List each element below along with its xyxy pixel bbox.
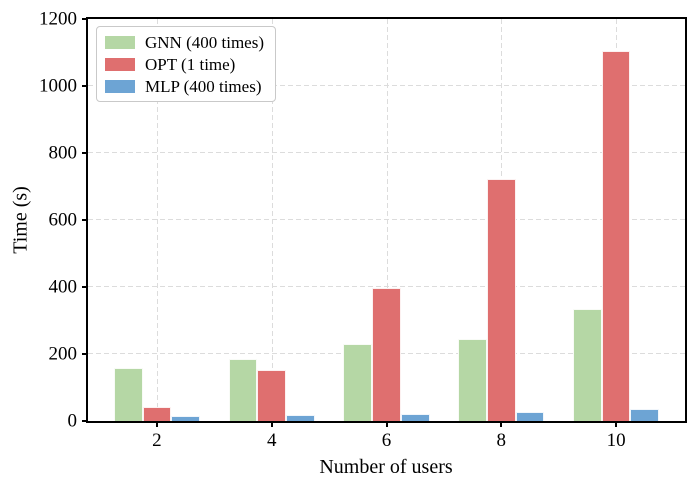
legend: GNN (400 times) OPT (1 time) MLP (400 time… (96, 26, 276, 102)
x-tick-8 (500, 421, 503, 427)
legend-swatch-gnn (105, 35, 135, 49)
y-tick-label-1000: 1000 (39, 75, 77, 97)
bar-mlp-4 (286, 414, 315, 421)
x-tick-label-2: 2 (152, 430, 162, 451)
axis-layer: 0 200 400 600 800 1000 1200 2 4 6 8 10 (39, 10, 685, 451)
bar-gnn-2 (113, 368, 143, 421)
x-tick-label-6: 6 (381, 430, 392, 451)
y-tick-label-200: 200 (48, 343, 78, 365)
x-tick-6 (385, 421, 388, 427)
y-tick-label-400: 400 (48, 276, 78, 298)
bar-mlp-6 (400, 413, 430, 421)
gridline-x-6 (386, 19, 388, 421)
y-tick-label-600: 600 (48, 209, 78, 231)
bars-layer (88, 19, 685, 421)
bar-gnn-4 (228, 358, 258, 421)
y-tick-200 (82, 353, 88, 355)
legend-label-mlp: MLP (400 times) (145, 76, 262, 96)
bar-opt-10 (601, 51, 631, 421)
y-tick-label-800: 800 (48, 142, 78, 164)
y-tick-600 (82, 219, 88, 221)
legend-swatch-opt (105, 57, 135, 71)
legend-label-gnn: GNN (400 times) (145, 32, 264, 52)
legend-label-opt: OPT (1 time) (145, 54, 236, 74)
y-tick-0 (82, 420, 88, 422)
gridline-x-2 (156, 19, 158, 421)
bar-opt-4 (257, 369, 287, 421)
gridline-x-4 (271, 19, 273, 421)
x-tick-2 (155, 421, 158, 427)
bar-gnn-8 (458, 338, 487, 421)
bar-mlp-8 (515, 411, 545, 421)
x-tick-label-10: 10 (606, 430, 626, 451)
plot-area: 0 200 400 600 800 1000 1200 2 4 6 8 10 GNN (400 tim… (39, 10, 687, 451)
legend-item-mlp: MLP (400 times) (105, 77, 264, 95)
bar-opt-6 (372, 287, 401, 421)
y-tick-800 (82, 151, 88, 154)
bar-mlp-2 (171, 415, 200, 421)
bar-opt-8 (486, 178, 516, 421)
bar-opt-2 (142, 406, 172, 421)
x-tick-label-8: 8 (496, 430, 507, 451)
legend-item-gnn: GNN (400 times) (105, 33, 264, 51)
y-tick-label-1200: 1200 (39, 8, 77, 30)
bar-mlp-10 (630, 409, 660, 421)
y-tick-1200 (82, 18, 88, 20)
legend-item-opt: OPT (1 time) (105, 55, 264, 73)
y-tick-1000 (82, 84, 88, 87)
x-tick-10 (615, 421, 618, 427)
bar-gnn-6 (343, 343, 373, 421)
y-tick-label-0: 0 (67, 410, 78, 432)
x-tick-4 (270, 421, 273, 427)
legend-swatch-mlp (105, 79, 135, 93)
x-axis-label: Number of users (319, 456, 453, 478)
y-tick-400 (82, 285, 88, 288)
y-axis-label: Time (s) (9, 186, 32, 254)
bar-gnn-10 (573, 308, 602, 421)
x-tick-label-4: 4 (266, 430, 277, 451)
